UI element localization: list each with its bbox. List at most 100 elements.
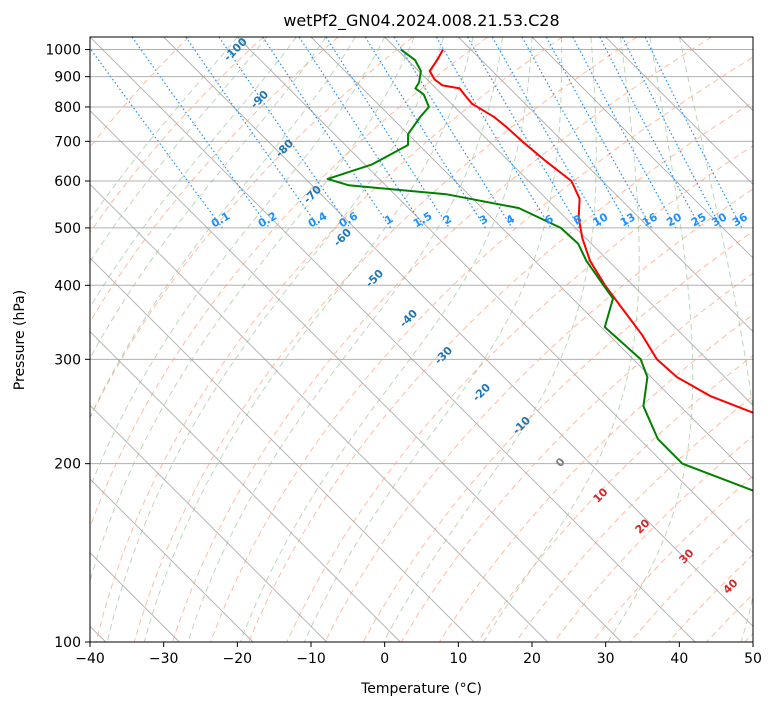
moist-adiabat-line xyxy=(90,37,415,583)
mixing-ratio-line xyxy=(90,47,223,229)
mixing-ratio-line xyxy=(131,37,270,229)
mixing-ratio-label: 0.6 xyxy=(337,209,361,230)
isotherm-line xyxy=(90,183,548,642)
mixing-ratio-line xyxy=(599,37,702,229)
moist-adiabat-line xyxy=(187,37,503,642)
y-tick-label: 200 xyxy=(54,457,81,473)
isotherm-line xyxy=(90,478,254,642)
y-tick-label: 500 xyxy=(54,221,81,237)
moist-adiabat-line xyxy=(383,37,597,642)
dewpoint-profile-line xyxy=(326,48,753,492)
dry-adiabat-line xyxy=(515,395,753,642)
x-tick-label: 50 xyxy=(744,651,762,667)
dry-adiabat-line xyxy=(210,56,753,642)
mixing-ratio-line xyxy=(466,37,580,229)
moist-adiabat-line xyxy=(90,37,327,360)
y-tick-label: 600 xyxy=(54,174,81,190)
moist-adiabat-line xyxy=(303,37,563,642)
skewed-isotherms xyxy=(90,37,753,642)
moist-adiabat-line xyxy=(106,37,445,642)
mixing-ratio-label: 0.4 xyxy=(306,209,330,230)
temperature-profile-line xyxy=(428,49,753,414)
dry-adiabat-line xyxy=(706,593,753,642)
plot-area: -100-90-80-70-60-50-40-30-20-100.1 0.2 0.4… xyxy=(90,37,753,642)
x-axis-ticks: −40 −30 −20 −10 0 10 20 30 40 50 xyxy=(75,642,762,667)
mixing-ratio-line xyxy=(545,37,653,229)
isotherm-line xyxy=(531,37,753,259)
dry-adiabat-line xyxy=(90,37,488,529)
isotherm-line xyxy=(752,37,753,38)
isotherm-label: -50 xyxy=(363,267,386,290)
x-tick-label: −30 xyxy=(149,651,179,667)
isotherm-label: -40 xyxy=(397,307,420,330)
dry-adiabat-line xyxy=(744,632,753,642)
y-tick-label: 800 xyxy=(54,100,81,116)
moist-adiabats xyxy=(90,37,753,642)
isotherm-line xyxy=(163,37,753,627)
wet-bulb-label: 20 xyxy=(633,516,653,536)
isotherm-line xyxy=(679,37,753,112)
dry-adiabat-line xyxy=(324,188,753,642)
mixing-ratio-line xyxy=(572,37,677,229)
mixing-ratio-line xyxy=(218,37,351,229)
mixing-ratio-label: 20 xyxy=(664,210,684,229)
pressure-grid xyxy=(90,49,753,642)
dry-adiabat-line xyxy=(90,37,339,323)
isotherm-label: -80 xyxy=(273,137,296,160)
mixing-ratio-label: 36 xyxy=(730,210,750,229)
mixing-ratio-label: 25 xyxy=(689,210,709,229)
sounding-series xyxy=(326,48,753,492)
mixing-ratio-label: 2 xyxy=(441,212,454,227)
isotherm-line xyxy=(90,257,475,642)
y-tick-label: 700 xyxy=(54,134,81,150)
isotherm-label: -90 xyxy=(248,88,271,111)
dry-adiabat-line xyxy=(90,37,414,420)
moist-adiabat-line xyxy=(607,37,694,642)
moist-adiabat-line xyxy=(239,37,533,642)
mixing-ratio-label: 4 xyxy=(504,212,517,227)
y-tick-label: 900 xyxy=(54,70,81,86)
y-tick-label: 300 xyxy=(54,352,81,368)
mixing-ratio-line xyxy=(521,37,631,229)
mixing-ratio-line xyxy=(262,37,392,229)
dry-adiabat-line xyxy=(171,37,712,642)
mixing-ratio-line xyxy=(325,37,450,229)
y-tick-label: 1000 xyxy=(45,43,81,59)
mixing-ratio-label: 0.1 xyxy=(209,209,232,230)
isotherm-line xyxy=(310,37,753,480)
moist-adiabat-line xyxy=(90,37,297,309)
dry-adiabats xyxy=(90,37,753,642)
x-axis-label: Temperature (°C) xyxy=(360,681,482,697)
isotherm-label: -30 xyxy=(432,344,455,367)
moist-adiabat-line xyxy=(90,37,268,263)
x-tick-label: 10 xyxy=(449,651,467,667)
moist-adiabat-line xyxy=(90,37,386,490)
y-tick-label: 100 xyxy=(54,635,81,651)
mixing-ratio-line xyxy=(185,37,320,229)
mixing-ratio-lines xyxy=(90,37,743,229)
wet-bulb-zero-label: 0 xyxy=(553,455,568,470)
moist-adiabat-line xyxy=(143,37,474,642)
x-tick-label: −20 xyxy=(223,651,253,667)
wet-bulb-label: 40 xyxy=(721,576,741,596)
chart-title: wetPf2_GN04.2024.008.21.53.C28 xyxy=(283,11,559,31)
mixing-ratio-label: 1.5 xyxy=(411,209,434,230)
moist-adiabat-line xyxy=(482,37,640,642)
y-tick-label: 400 xyxy=(54,278,81,294)
x-tick-label: 30 xyxy=(597,651,615,667)
y-axis-ticks: 100 200 300 400 500 600 700 800 900 1000 xyxy=(45,43,90,651)
isotherm-label: -20 xyxy=(470,381,493,404)
isotherm-line xyxy=(90,404,327,642)
moist-adiabat-line xyxy=(90,37,238,221)
dry-adiabat-line xyxy=(90,37,264,234)
moist-adiabat-line xyxy=(678,37,753,642)
dry-adiabat-line xyxy=(248,101,753,642)
isotherm-line xyxy=(384,37,753,406)
mixing-ratio-line xyxy=(393,37,513,229)
isotherm-line xyxy=(90,331,401,642)
x-tick-label: −10 xyxy=(296,651,326,667)
x-tick-label: −40 xyxy=(75,651,105,667)
mixing-ratio-label: 30 xyxy=(709,210,729,229)
isotherm-line xyxy=(90,110,622,642)
